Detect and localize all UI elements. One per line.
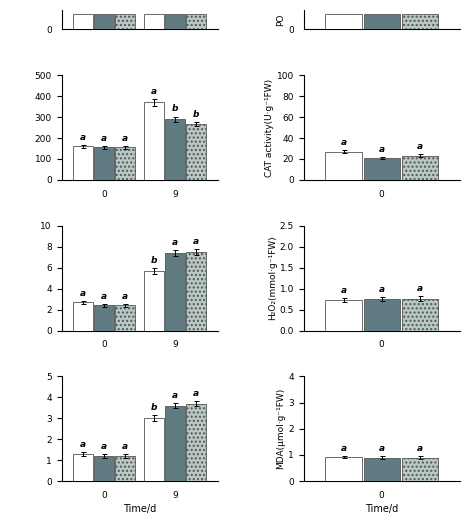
Bar <box>402 458 438 481</box>
Y-axis label: MDA(μmol·g⁻¹FW): MDA(μmol·g⁻¹FW) <box>276 388 285 469</box>
Bar <box>115 305 135 331</box>
Bar <box>73 302 93 331</box>
Text: a: a <box>340 138 346 147</box>
Y-axis label: PO: PO <box>276 14 285 26</box>
Text: a: a <box>340 444 346 452</box>
Y-axis label: CAT activity(U·g⁻¹FW): CAT activity(U·g⁻¹FW) <box>265 78 274 177</box>
Bar <box>402 14 438 29</box>
Bar <box>165 253 185 331</box>
Text: a: a <box>101 134 107 143</box>
Bar <box>165 406 185 481</box>
Text: b: b <box>172 105 178 113</box>
Text: a: a <box>101 442 107 451</box>
Text: a: a <box>151 87 157 96</box>
X-axis label: Time/d: Time/d <box>365 504 398 514</box>
Text: a: a <box>379 444 385 453</box>
Text: a: a <box>193 389 199 398</box>
Bar <box>165 119 185 180</box>
Text: a: a <box>172 391 178 400</box>
Text: a: a <box>417 142 423 151</box>
Bar <box>186 124 206 180</box>
Bar <box>145 103 164 180</box>
Text: a: a <box>193 237 199 246</box>
Bar <box>364 14 400 29</box>
X-axis label: Time/d: Time/d <box>123 504 156 514</box>
Bar <box>186 252 206 331</box>
Text: a: a <box>122 292 128 301</box>
Text: a: a <box>340 286 346 295</box>
Bar <box>326 14 362 29</box>
Bar <box>94 147 114 180</box>
Text: a: a <box>80 133 86 142</box>
Bar <box>326 457 362 481</box>
Bar <box>326 152 362 180</box>
Text: a: a <box>417 284 423 293</box>
Bar <box>145 418 164 481</box>
Bar <box>402 299 438 331</box>
Bar <box>115 147 135 180</box>
Bar <box>186 14 206 29</box>
Bar <box>402 156 438 180</box>
Text: a: a <box>417 444 423 453</box>
Text: a: a <box>101 292 107 301</box>
Text: a: a <box>122 442 128 451</box>
Bar <box>364 158 400 180</box>
Text: a: a <box>80 440 86 449</box>
Bar <box>186 404 206 481</box>
Text: a: a <box>80 289 86 298</box>
Bar <box>94 305 114 331</box>
Bar <box>94 456 114 481</box>
Bar <box>364 458 400 481</box>
Bar <box>115 456 135 481</box>
Text: a: a <box>172 238 178 247</box>
Bar <box>94 14 114 29</box>
Bar <box>73 454 93 481</box>
Text: b: b <box>151 403 158 412</box>
Bar <box>115 14 135 29</box>
Text: b: b <box>151 256 158 265</box>
Bar <box>73 146 93 180</box>
Y-axis label: H₂O₂(mmol·g⁻¹FW): H₂O₂(mmol·g⁻¹FW) <box>268 236 277 321</box>
Bar <box>73 14 93 29</box>
Text: a: a <box>379 144 385 154</box>
Text: a: a <box>379 285 385 294</box>
Bar <box>145 271 164 331</box>
Bar <box>364 299 400 331</box>
Bar <box>165 14 185 29</box>
Bar <box>326 300 362 331</box>
Bar <box>145 14 164 29</box>
Text: a: a <box>122 134 128 143</box>
Text: b: b <box>193 110 199 119</box>
